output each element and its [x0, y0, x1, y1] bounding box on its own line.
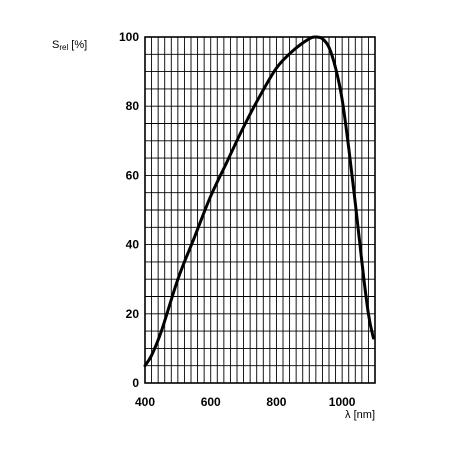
y-axis-label-sub: rel [59, 43, 68, 52]
grid [144, 36, 376, 384]
x-tick-label: 400 [135, 395, 155, 409]
y-tick-label: 80 [126, 99, 140, 113]
y-axis-label: Srel [%] [52, 39, 87, 52]
y-axis-ticks: 0 20 40 60 80 100 [119, 30, 139, 390]
y-tick-label: 40 [126, 238, 140, 252]
y-axis-label-unit: [%] [68, 39, 87, 51]
x-tick-label: 600 [201, 395, 221, 409]
y-tick-label: 20 [126, 307, 140, 321]
y-axis-label-main: S [52, 39, 59, 51]
series-line [143, 35, 375, 368]
plot-frame [144, 36, 376, 384]
y-tick-label: 60 [126, 168, 140, 182]
y-tick-label: 100 [119, 30, 139, 44]
x-axis-label: λ [nm] [345, 409, 375, 421]
x-tick-label: 800 [266, 395, 286, 409]
y-tick-label: 0 [132, 376, 139, 390]
x-tick-label: 1000 [329, 395, 356, 409]
x-axis-ticks: 400 600 800 1000 [135, 395, 356, 409]
